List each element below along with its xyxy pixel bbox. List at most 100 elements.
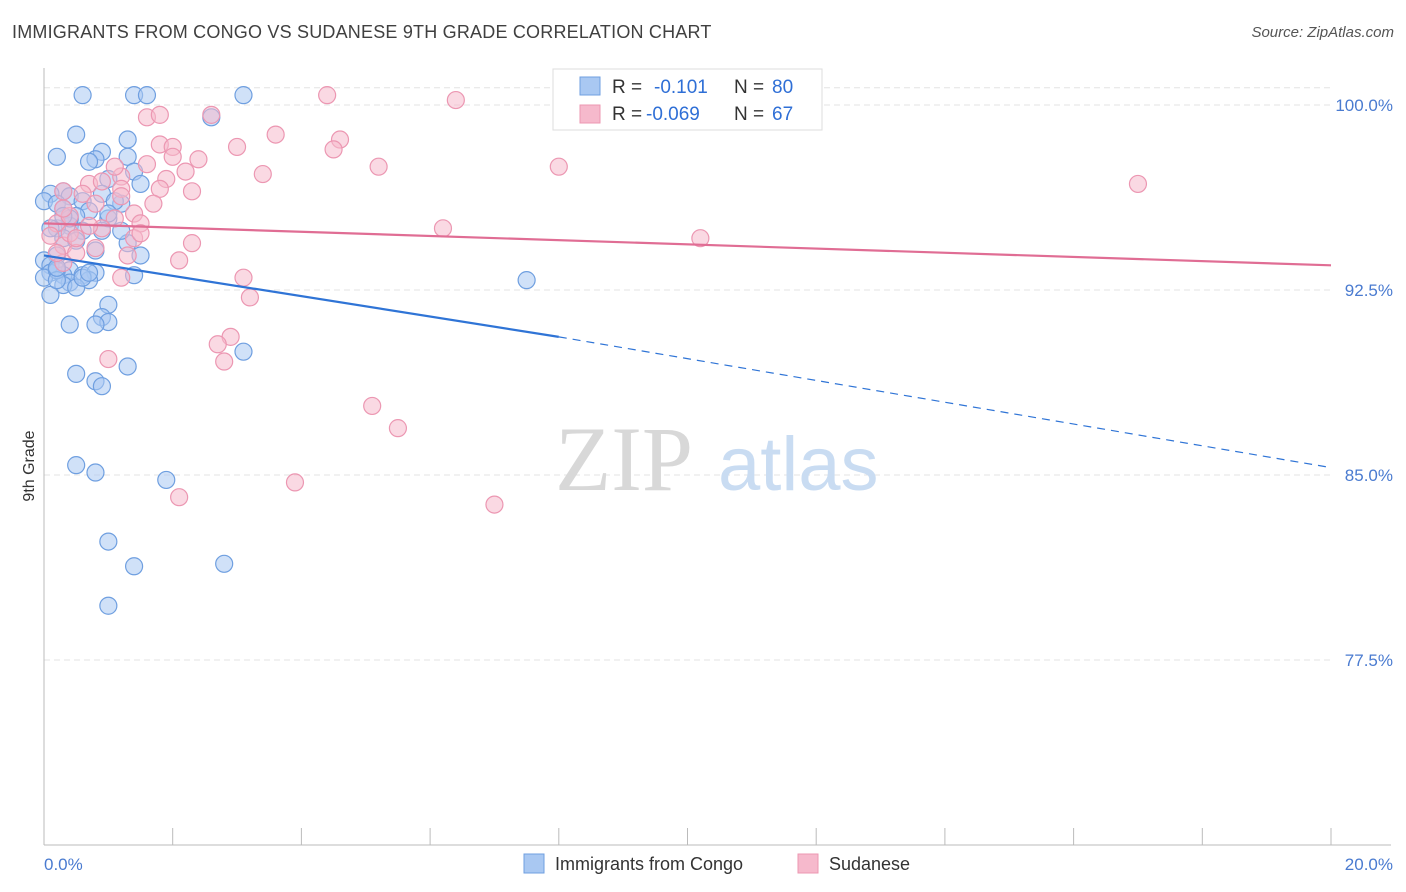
data-point-sudanese [105, 157, 124, 176]
data-point-sudanese [112, 268, 131, 287]
legend-n-value-1: 80 [772, 77, 793, 98]
legend-n-label-1: N = [734, 77, 764, 98]
data-point-congo [73, 86, 92, 105]
data-point-congo [47, 147, 66, 166]
data-point-sudanese [369, 157, 388, 176]
trend-line-congo [43, 254, 559, 338]
trend-line-congo-extrapolated [558, 336, 1332, 469]
data-point-sudanese [176, 162, 195, 181]
data-point-sudanese [240, 288, 260, 307]
data-point-congo [67, 364, 86, 383]
data-point-congo [99, 596, 118, 615]
data-point-sudanese [388, 419, 408, 438]
data-point-sudanese [163, 147, 182, 166]
data-point-congo [234, 86, 253, 105]
bottom-legend-swatch-sudanese [797, 853, 819, 874]
data-point-congo [131, 174, 150, 194]
bottom-legend: Immigrants from Congo Sudanese [523, 853, 910, 874]
series-sudanese-points [41, 86, 1148, 514]
data-point-congo [86, 463, 105, 482]
data-point-congo [157, 470, 176, 490]
watermark-zip: ZIP [555, 408, 693, 510]
data-point-sudanese [67, 229, 86, 248]
x-tick-label-min: 0.0% [44, 855, 83, 874]
data-point-congo [137, 86, 157, 105]
legend-swatch-blue [579, 76, 601, 96]
y-tick-label: 85.0% [1345, 466, 1393, 485]
data-point-sudanese [137, 155, 157, 174]
data-point-sudanese [266, 125, 285, 144]
data-point-sudanese [170, 251, 189, 270]
data-point-sudanese [285, 473, 305, 492]
y-tick-labels: 77.5% 85.0% 92.5% 100.0% [1335, 96, 1393, 670]
data-point-sudanese [118, 246, 137, 265]
data-point-sudanese [86, 194, 105, 213]
data-point-congo [67, 456, 86, 475]
data-point-sudanese [86, 238, 105, 258]
data-point-congo [60, 315, 79, 334]
data-point-sudanese [324, 140, 343, 159]
data-point-sudanese [433, 219, 453, 238]
data-point-sudanese [150, 105, 169, 124]
data-point-congo [124, 557, 144, 576]
data-point-sudanese [202, 105, 221, 124]
data-point-congo [118, 357, 137, 376]
trend-lines [43, 222, 1332, 469]
data-point-sudanese [318, 86, 337, 105]
data-point-sudanese [99, 349, 118, 369]
gridlines [44, 87, 1331, 661]
data-point-sudanese [112, 187, 131, 206]
data-point-sudanese [182, 234, 202, 253]
data-point-sudanese [549, 157, 568, 176]
legend-r-label-1: R = [612, 77, 642, 98]
data-point-sudanese [92, 172, 112, 191]
data-point-sudanese [170, 488, 189, 507]
legend-r-value-1: -0.101 [654, 77, 708, 98]
data-point-sudanese [182, 182, 202, 201]
trend-line-sudanese [43, 222, 1332, 267]
data-point-sudanese [1128, 174, 1148, 194]
data-point-congo [79, 263, 99, 282]
y-tick-label: 100.0% [1335, 96, 1393, 115]
y-tick-label: 92.5% [1345, 281, 1393, 300]
data-point-congo [215, 554, 234, 573]
legend-n-label-2: N = [734, 104, 764, 125]
chart-title: IMMIGRANTS FROM CONGO VS SUDANESE 9TH GR… [12, 22, 712, 42]
data-point-sudanese [131, 224, 150, 243]
watermark-atlas: atlas [718, 422, 879, 507]
data-point-sudanese [189, 150, 208, 169]
data-point-congo [79, 152, 99, 171]
data-point-sudanese [234, 268, 253, 287]
legend-n-value-2: 67 [772, 104, 793, 125]
data-point-sudanese [105, 209, 124, 228]
legend-swatch-pink [579, 104, 601, 124]
data-point-sudanese [253, 164, 272, 184]
data-point-sudanese [363, 396, 382, 416]
source-attribution: Source: ZipAtlas.com [1251, 24, 1394, 41]
watermark: ZIP atlas [555, 408, 879, 510]
data-point-congo [67, 125, 86, 144]
y-tick-label: 77.5% [1345, 651, 1393, 670]
data-point-congo [99, 532, 118, 551]
data-point-sudanese [446, 90, 465, 110]
data-point-sudanese [54, 182, 73, 201]
data-point-sudanese [54, 199, 73, 218]
x-tick-label-max: 20.0% [1345, 855, 1393, 874]
data-point-congo [86, 315, 105, 334]
data-point-sudanese [208, 335, 227, 354]
data-point-congo [517, 271, 536, 290]
bottom-legend-label-sudanese: Sudanese [829, 854, 910, 874]
data-point-sudanese [215, 352, 234, 371]
bottom-legend-label-congo: Immigrants from Congo [555, 854, 743, 874]
data-point-sudanese [691, 229, 710, 248]
data-point-sudanese [73, 184, 92, 203]
data-point-sudanese [485, 495, 504, 514]
bottom-legend-swatch-congo [523, 853, 545, 874]
x-tick-labels: 0.0% 20.0% [44, 855, 1393, 874]
y-axis-label: 9th Grade [21, 430, 38, 501]
data-point-congo [234, 342, 253, 361]
data-point-sudanese [41, 226, 60, 245]
legend-box: R = -0.101 N = 80 R = -0.069 N = 67 [552, 68, 823, 131]
data-point-congo [92, 377, 112, 396]
